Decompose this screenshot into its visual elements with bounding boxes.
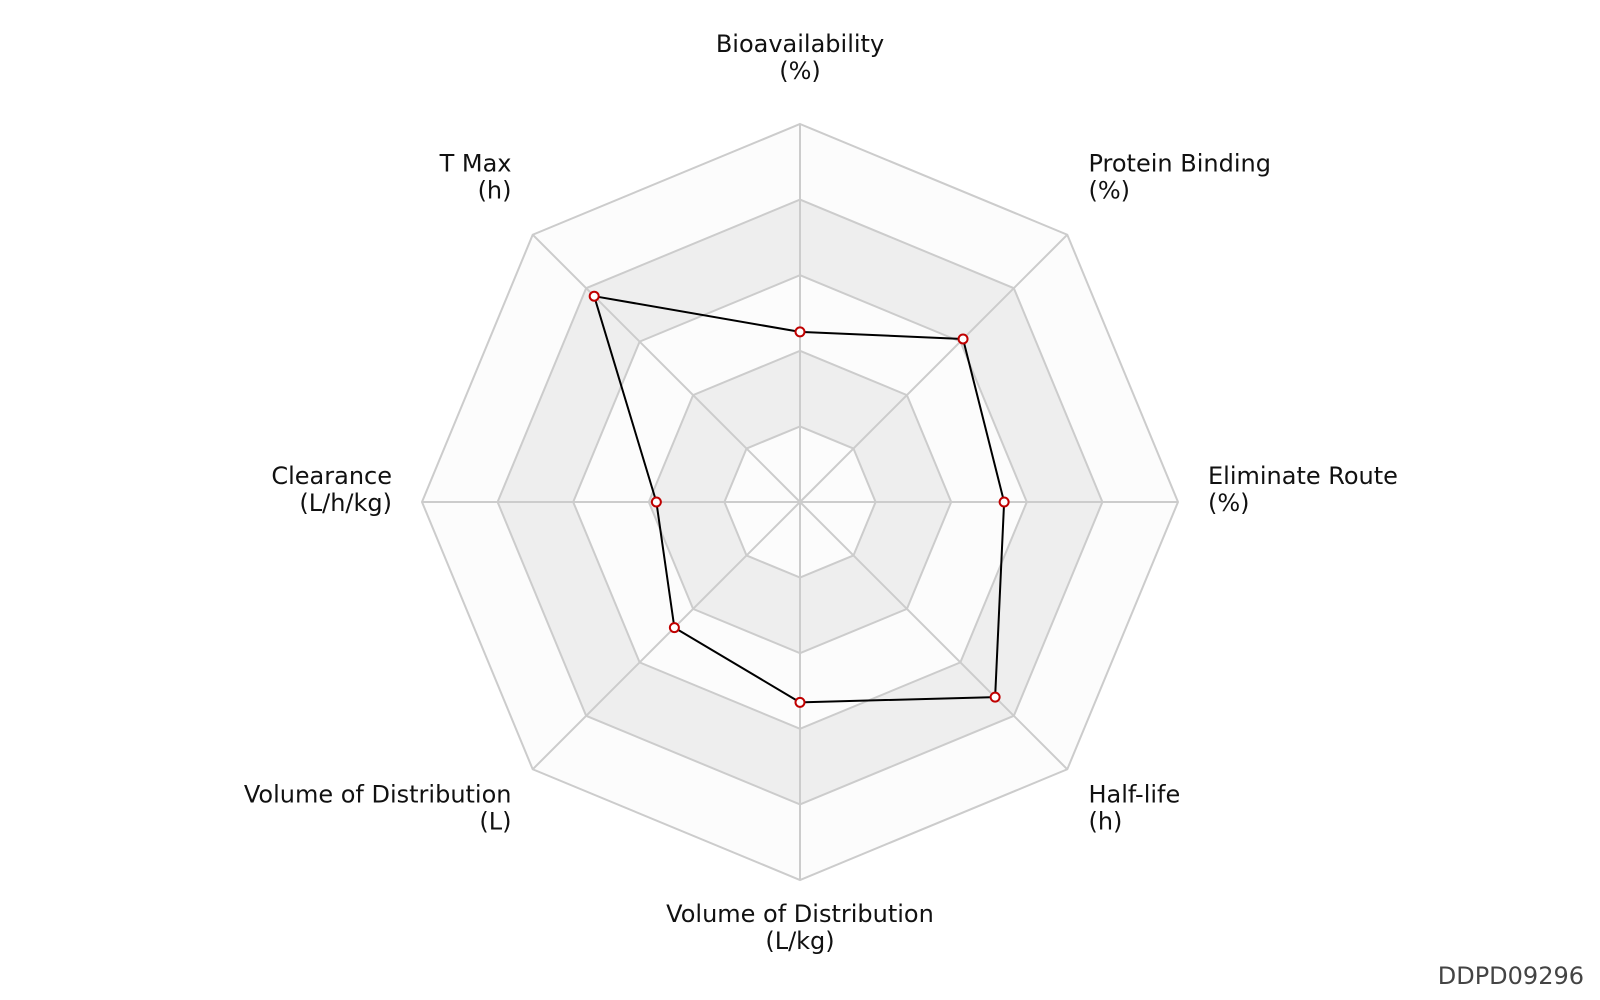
axis-label-6: Clearance (L/h/kg) (271, 462, 392, 517)
axis-label-2: Eliminate Route (%) (1208, 462, 1398, 517)
axis-unit: (h) (1088, 807, 1122, 835)
axis-unit: (L/kg) (765, 927, 834, 955)
axis-label-1: Protein Binding (%) (1088, 150, 1270, 205)
data-series (588, 290, 1010, 708)
spoke-3 (799, 501, 1068, 770)
axis-name: Eliminate Route (1208, 462, 1398, 490)
data-point-5 (668, 622, 680, 634)
axis-name: Clearance (271, 462, 392, 490)
axis-name: Half-life (1088, 780, 1180, 808)
spoke-7 (532, 234, 801, 503)
data-point-1 (957, 333, 969, 345)
axis-unit: (L) (479, 807, 511, 835)
axis-unit: (h) (478, 177, 512, 205)
axis-labels: Bioavailability (%)Protein Binding (%)Elim… (244, 30, 1398, 955)
radar-spokes (422, 124, 1178, 880)
axis-unit: (L/h/kg) (299, 489, 392, 517)
axis-label-7: T Max (h) (439, 150, 512, 205)
axis-name: Bioavailability (716, 30, 884, 58)
data-point-0 (794, 326, 806, 338)
data-point-7 (588, 290, 600, 302)
data-point-2 (998, 496, 1010, 508)
data-point-6 (650, 496, 662, 508)
watermark-id: DDPD09296 (1437, 962, 1584, 990)
spoke-5 (532, 501, 801, 770)
axis-label-5: Volume of Distribution (L) (244, 780, 512, 835)
axis-name: Volume of Distribution (666, 900, 934, 928)
axis-label-4: Volume of Distribution (L/kg) (666, 900, 934, 955)
spoke-1 (799, 234, 1068, 503)
data-point-3 (989, 691, 1001, 703)
axis-name: T Max (439, 150, 512, 178)
axis-unit: (%) (779, 57, 821, 85)
axis-name: Protein Binding (1088, 150, 1270, 178)
data-point-4 (794, 696, 806, 708)
axis-unit: (%) (1208, 489, 1250, 517)
axis-label-3: Half-life (h) (1088, 780, 1180, 835)
axis-unit: (%) (1088, 177, 1130, 205)
axis-name: Volume of Distribution (244, 780, 512, 808)
axis-label-0: Bioavailability (%) (716, 30, 884, 85)
